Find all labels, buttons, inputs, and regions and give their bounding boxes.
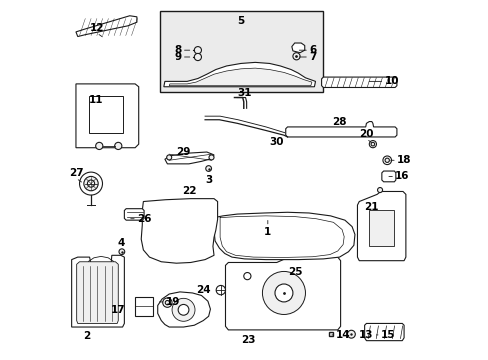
Text: 4: 4 — [117, 238, 124, 248]
Circle shape — [194, 53, 201, 60]
Text: 14: 14 — [336, 330, 350, 340]
Text: 28: 28 — [332, 117, 346, 127]
Polygon shape — [364, 323, 403, 341]
Text: 21: 21 — [364, 202, 378, 212]
Text: 27: 27 — [68, 168, 83, 178]
Polygon shape — [72, 255, 124, 327]
Circle shape — [382, 156, 391, 165]
Circle shape — [216, 285, 225, 295]
Text: 16: 16 — [394, 171, 409, 181]
Text: 29: 29 — [176, 147, 190, 157]
Polygon shape — [321, 77, 396, 87]
Text: 3: 3 — [204, 175, 212, 185]
Text: 10: 10 — [384, 76, 398, 86]
Text: 11: 11 — [88, 95, 102, 105]
Circle shape — [115, 142, 122, 149]
Circle shape — [208, 155, 214, 160]
Text: 23: 23 — [241, 335, 255, 345]
Bar — [160, 12, 323, 92]
Circle shape — [244, 273, 250, 280]
Circle shape — [194, 46, 201, 54]
Text: 2: 2 — [83, 330, 90, 341]
Text: 13: 13 — [359, 330, 373, 340]
Circle shape — [166, 155, 171, 160]
Circle shape — [346, 330, 355, 338]
Text: 26: 26 — [137, 214, 151, 224]
Circle shape — [83, 176, 98, 191]
Polygon shape — [225, 257, 340, 330]
Circle shape — [80, 172, 102, 195]
Polygon shape — [76, 16, 137, 37]
Text: 18: 18 — [396, 155, 410, 165]
Text: 8: 8 — [174, 45, 182, 55]
Circle shape — [96, 142, 102, 149]
Text: 31: 31 — [237, 87, 251, 98]
Polygon shape — [381, 171, 395, 182]
Circle shape — [292, 53, 300, 60]
Circle shape — [370, 142, 374, 146]
Polygon shape — [285, 122, 396, 137]
Polygon shape — [164, 152, 214, 164]
Text: 19: 19 — [165, 297, 180, 307]
Circle shape — [368, 140, 376, 148]
Circle shape — [384, 158, 388, 162]
Bar — [88, 96, 122, 134]
Polygon shape — [77, 262, 118, 323]
Circle shape — [274, 284, 292, 302]
Polygon shape — [124, 209, 144, 220]
Polygon shape — [76, 84, 139, 148]
Polygon shape — [141, 199, 217, 263]
Polygon shape — [169, 68, 311, 86]
Polygon shape — [163, 62, 315, 87]
Polygon shape — [214, 212, 354, 260]
Bar — [368, 211, 393, 246]
Circle shape — [163, 298, 172, 307]
Circle shape — [262, 271, 305, 315]
Text: 17: 17 — [111, 305, 125, 315]
Circle shape — [165, 301, 169, 305]
Polygon shape — [158, 292, 210, 327]
Circle shape — [87, 180, 94, 187]
Text: 9: 9 — [174, 52, 182, 62]
Text: 20: 20 — [359, 129, 373, 139]
Text: 22: 22 — [182, 186, 196, 196]
Text: 5: 5 — [237, 16, 244, 26]
Text: 25: 25 — [287, 267, 302, 277]
Polygon shape — [135, 297, 153, 316]
Circle shape — [377, 188, 382, 193]
Circle shape — [172, 298, 195, 321]
Text: 12: 12 — [89, 23, 104, 33]
Text: 15: 15 — [380, 330, 394, 340]
Text: 30: 30 — [269, 137, 284, 147]
Polygon shape — [357, 192, 405, 261]
Text: 1: 1 — [264, 226, 271, 237]
Text: 24: 24 — [196, 285, 210, 295]
Circle shape — [205, 166, 211, 171]
Circle shape — [178, 305, 188, 315]
Text: 6: 6 — [308, 45, 316, 55]
Text: 7: 7 — [308, 52, 316, 62]
Polygon shape — [291, 43, 304, 53]
Circle shape — [119, 249, 124, 255]
